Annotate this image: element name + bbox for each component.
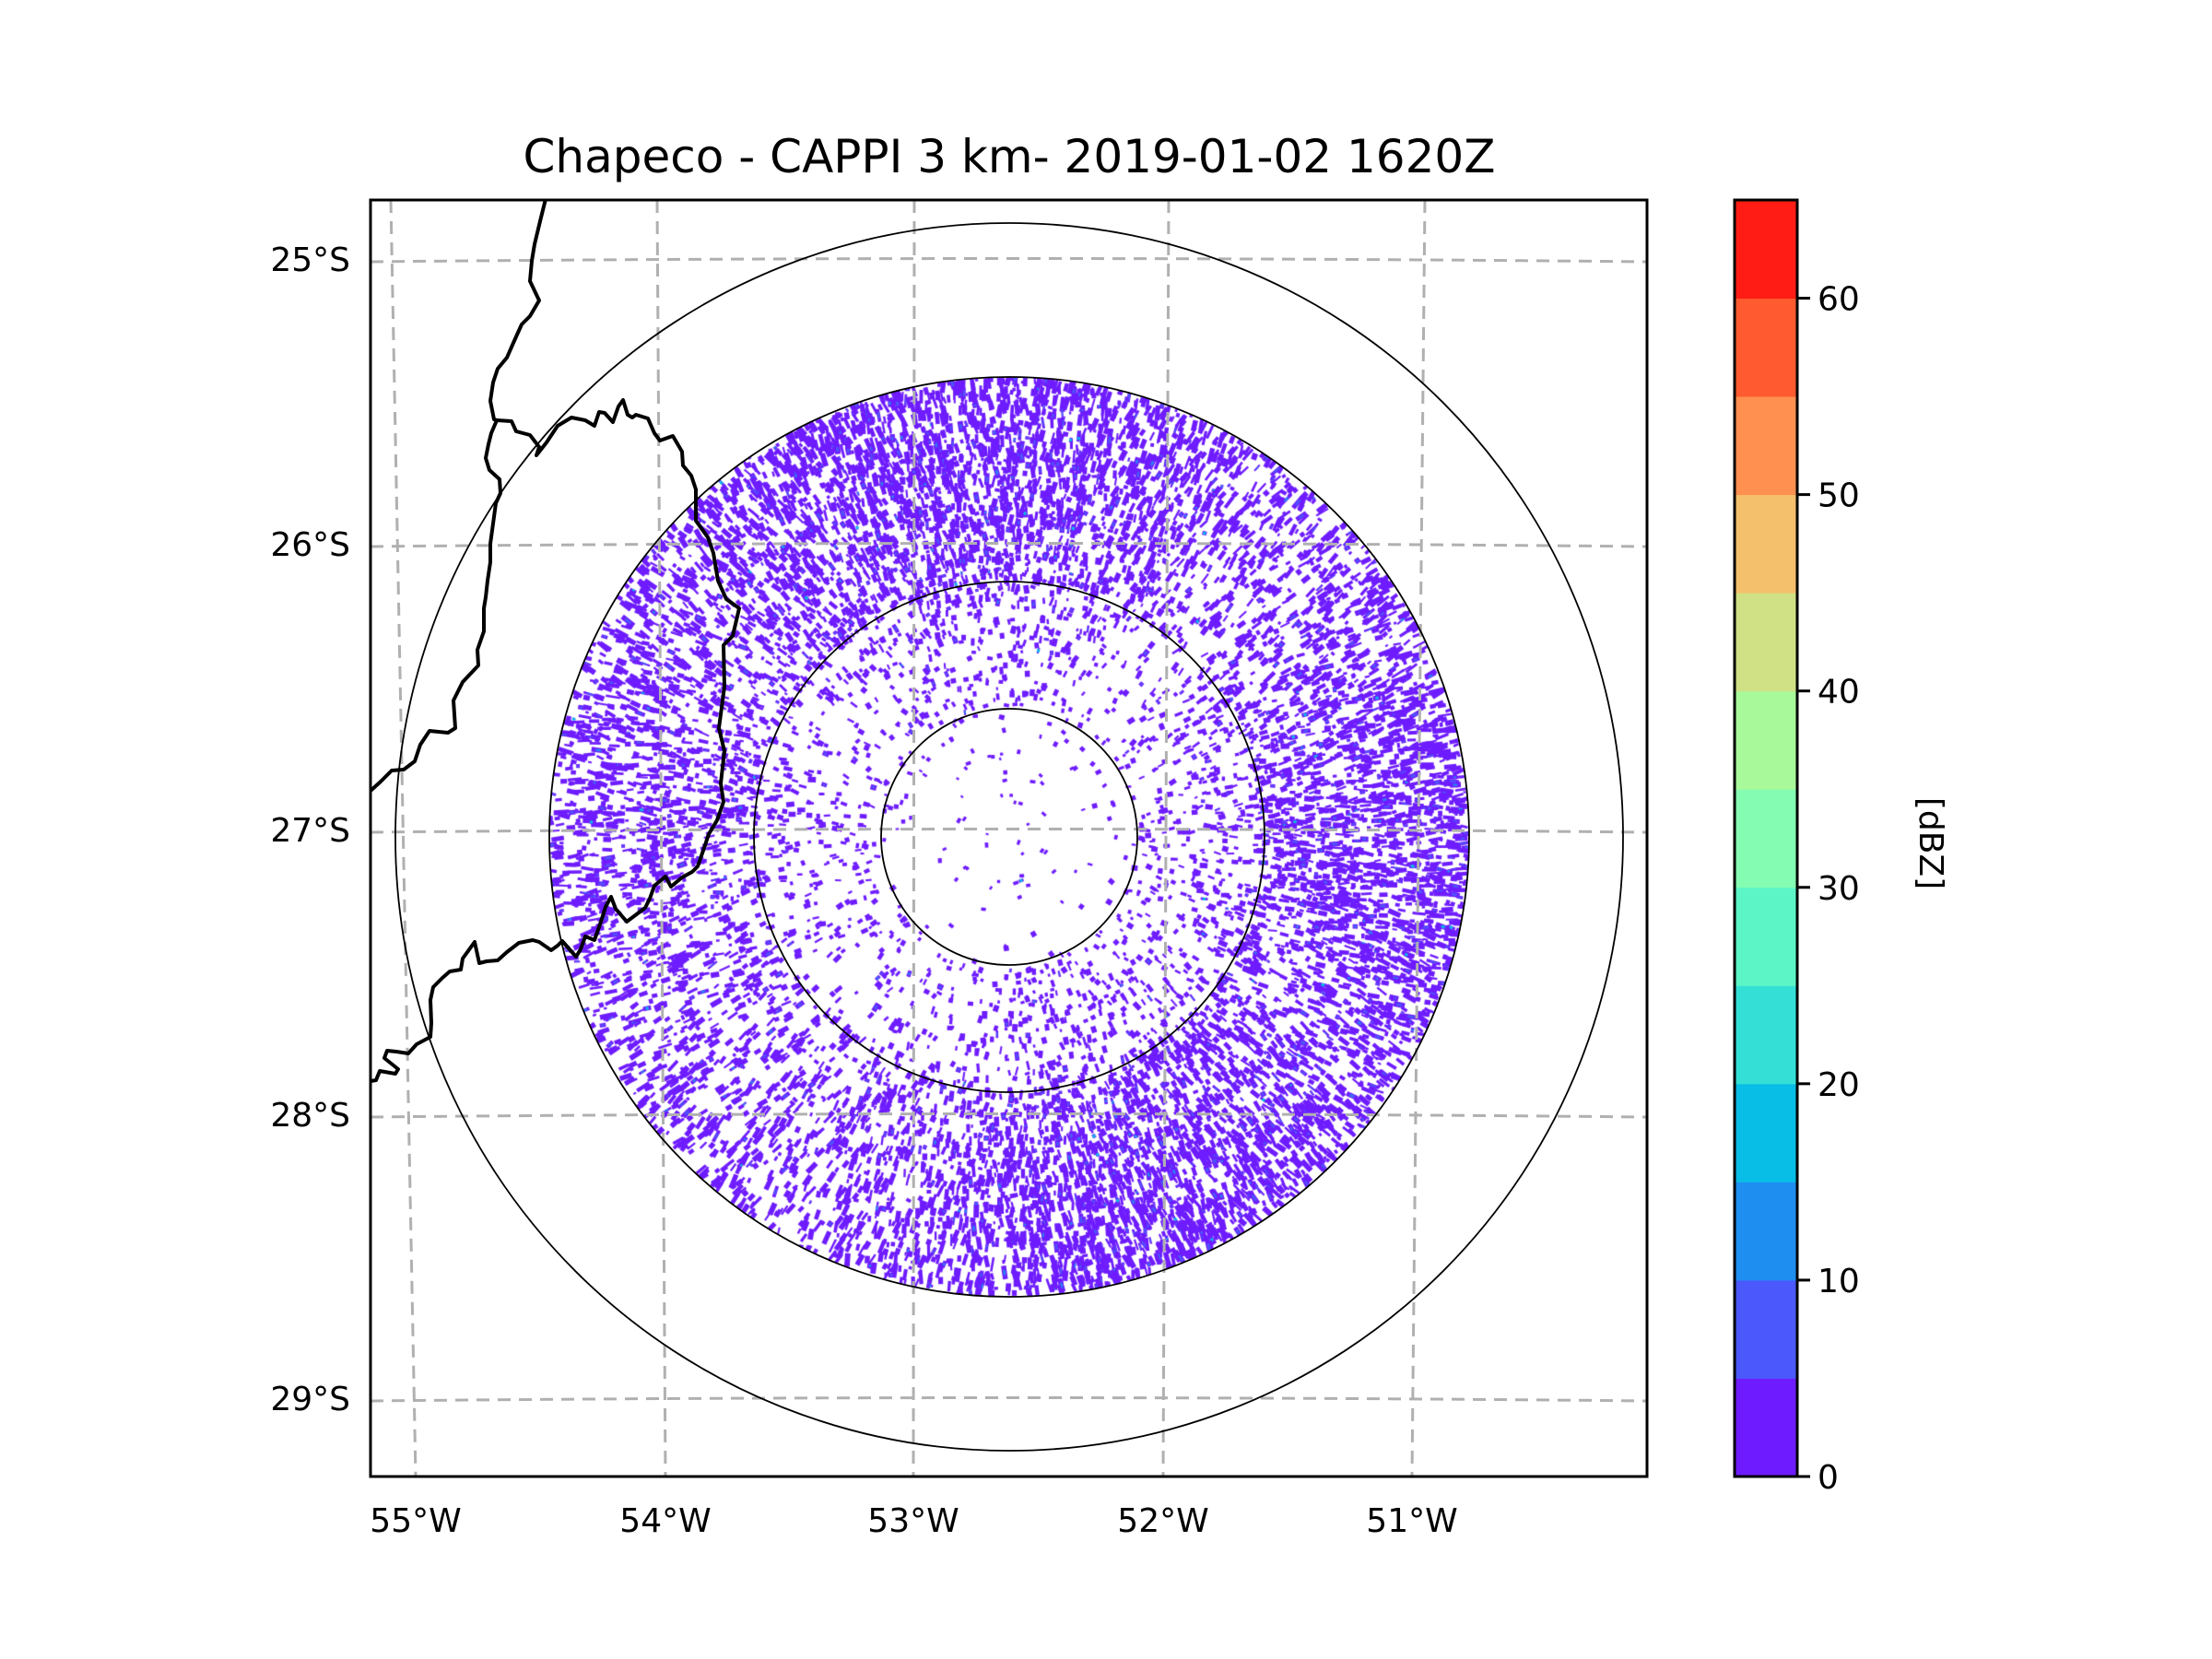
- lat-gridline: [371, 542, 1646, 548]
- colorbar-bin: [1735, 298, 1797, 397]
- colorbar-bin: [1735, 494, 1797, 594]
- x-tick-label: 53°W: [867, 1502, 959, 1540]
- y-tick-label: 28°S: [270, 1097, 350, 1135]
- range-rings: [394, 222, 1624, 1452]
- colorbar-bin: [1735, 887, 1797, 986]
- y-tick-label: 26°S: [270, 526, 350, 564]
- x-tick-label: 54°W: [619, 1502, 711, 1540]
- colorbar-tick-label: 50: [1818, 477, 1860, 515]
- lon-gridline: [912, 201, 916, 1476]
- colorbar: [1733, 198, 1799, 1478]
- colorbar-bin: [1735, 593, 1797, 692]
- colorbar-bin: [1735, 1182, 1797, 1281]
- lat-gridline: [371, 257, 1646, 264]
- x-tick-label: 52°W: [1117, 1502, 1208, 1540]
- x-tick-label: 51°W: [1366, 1502, 1457, 1540]
- y-tick-label: 27°S: [270, 812, 350, 850]
- x-tick-labels: 55°W 54°W 53°W 52°W 51°W: [370, 1502, 1457, 1540]
- colorbar-label: [dBZ]: [1912, 797, 1949, 889]
- map-borders: [371, 201, 741, 1083]
- colorbar-tick-label: 10: [1818, 1263, 1860, 1300]
- colorbar-bin: [1735, 1378, 1797, 1477]
- range-ring: [548, 376, 1470, 1298]
- range-ring: [880, 708, 1138, 966]
- range-ring: [753, 581, 1265, 1093]
- lon-gridline: [655, 201, 667, 1476]
- colorbar-tick-label: 60: [1818, 281, 1860, 319]
- colorbar-tick-label: 20: [1818, 1066, 1860, 1104]
- range-ring: [394, 222, 1624, 1452]
- colorbar-tick-label: 0: [1818, 1459, 1839, 1497]
- colorbar-bin: [1735, 690, 1797, 790]
- map-axes-frame: [369, 198, 1649, 1478]
- lat-gridline: [371, 1396, 1646, 1403]
- state-border: [371, 398, 741, 1083]
- lat-gridline: [371, 828, 1646, 834]
- y-tick-label: 25°S: [270, 241, 350, 279]
- colorbar-bin: [1735, 789, 1797, 888]
- colorbar-tick-label: 30: [1818, 870, 1860, 908]
- colorbar-bin: [1735, 985, 1797, 1085]
- colorbar-ticks: 0 10 20 30 40 50 60: [1797, 281, 1860, 1497]
- x-tick-label: 55°W: [370, 1502, 461, 1540]
- colorbar-bin: [1735, 1083, 1797, 1182]
- colorbar-bin: [1735, 1279, 1797, 1379]
- y-tick-label: 29°S: [270, 1381, 350, 1418]
- y-tick-labels: 25°S 26°S 27°S 28°S 29°S: [270, 241, 350, 1418]
- chart-title: Chapeco - CAPPI 3 km- 2019-01-02 1620Z: [524, 130, 1496, 183]
- graticule: [371, 201, 1646, 1476]
- lat-gridline: [371, 1112, 1646, 1119]
- lon-gridline: [1161, 201, 1171, 1476]
- colorbar-frame: [1733, 198, 1799, 1478]
- colorbar-bin: [1735, 396, 1797, 496]
- country-border: [371, 201, 547, 793]
- lon-gridline: [1410, 201, 1427, 1476]
- colorbar-bin: [1735, 200, 1797, 300]
- lon-gridline: [389, 201, 418, 1476]
- colorbar-tick-label: 40: [1818, 674, 1860, 712]
